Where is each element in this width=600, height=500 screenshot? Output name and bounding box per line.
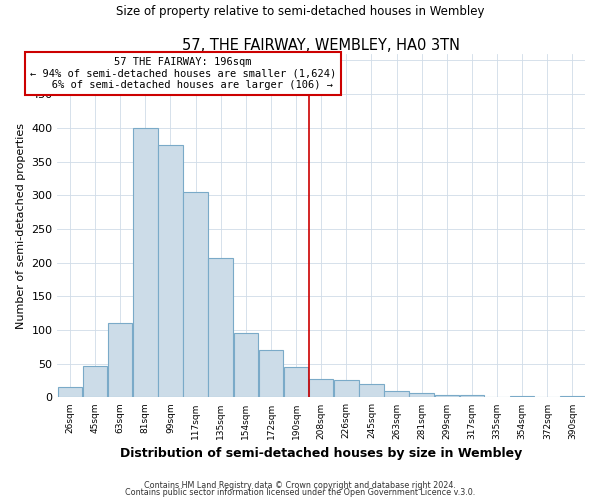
Bar xyxy=(158,144,182,398)
Text: Size of property relative to semi-detached houses in Wembley: Size of property relative to semi-detach… xyxy=(116,4,484,18)
Bar xyxy=(434,394,459,398)
Bar xyxy=(359,384,383,398)
Bar xyxy=(460,396,484,398)
Bar xyxy=(83,366,107,398)
X-axis label: Distribution of semi-detached houses by size in Wembley: Distribution of semi-detached houses by … xyxy=(120,447,523,460)
Text: 57 THE FAIRWAY: 196sqm
← 94% of semi-detached houses are smaller (1,624)
   6% o: 57 THE FAIRWAY: 196sqm ← 94% of semi-det… xyxy=(30,57,336,90)
Bar xyxy=(385,390,409,398)
Text: Contains public sector information licensed under the Open Government Licence v.: Contains public sector information licen… xyxy=(125,488,475,497)
Bar xyxy=(560,396,584,398)
Bar xyxy=(259,350,283,398)
Bar xyxy=(133,128,158,398)
Bar xyxy=(510,396,535,398)
Text: Contains HM Land Registry data © Crown copyright and database right 2024.: Contains HM Land Registry data © Crown c… xyxy=(144,480,456,490)
Bar xyxy=(233,334,258,398)
Bar xyxy=(108,324,133,398)
Bar xyxy=(409,392,434,398)
Title: 57, THE FAIRWAY, WEMBLEY, HA0 3TN: 57, THE FAIRWAY, WEMBLEY, HA0 3TN xyxy=(182,38,460,52)
Bar xyxy=(309,379,334,398)
Bar xyxy=(58,388,82,398)
Bar xyxy=(208,258,233,398)
Y-axis label: Number of semi-detached properties: Number of semi-detached properties xyxy=(16,122,26,328)
Bar xyxy=(284,367,308,398)
Bar xyxy=(184,192,208,398)
Bar xyxy=(334,380,359,398)
